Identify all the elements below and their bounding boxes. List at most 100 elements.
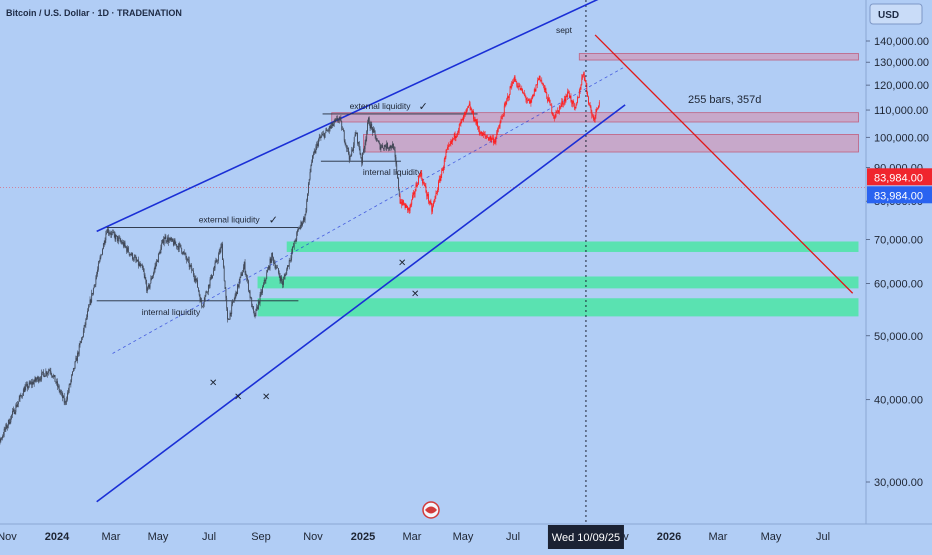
candle	[306, 200, 307, 211]
candle	[110, 234, 111, 235]
candle	[140, 265, 141, 266]
recent-candle	[571, 96, 572, 102]
candle	[193, 271, 194, 276]
candle	[343, 129, 344, 131]
candle	[233, 301, 234, 302]
recent-candle	[444, 159, 445, 167]
candle	[393, 144, 394, 149]
candle	[95, 278, 96, 285]
recent-candle	[404, 204, 405, 205]
candle	[40, 379, 41, 380]
recent-candle	[479, 129, 480, 133]
recent-candle	[582, 75, 583, 77]
candle	[191, 266, 192, 271]
candle	[24, 389, 25, 392]
recent-candle	[550, 100, 551, 105]
currency-button-label[interactable]: USD	[878, 10, 899, 21]
demand-zone-5[interactable]	[258, 276, 859, 288]
candle	[351, 150, 352, 156]
candle	[16, 405, 17, 407]
candle	[346, 145, 347, 149]
recent-candle	[508, 96, 509, 98]
recent-candle	[558, 110, 559, 112]
candle	[160, 247, 161, 253]
recent-candle	[461, 119, 462, 121]
candle	[101, 255, 102, 256]
recent-candle	[417, 185, 418, 186]
candle	[386, 147, 387, 149]
recent-candle	[510, 86, 511, 94]
candle	[382, 145, 383, 148]
liquidity-label-4: internal liquidity	[363, 167, 422, 177]
candle	[20, 395, 21, 399]
brand-logo[interactable]	[423, 502, 439, 518]
recent-candle	[465, 112, 466, 114]
recent-candle	[541, 80, 542, 81]
candle	[58, 386, 59, 387]
recent-candle	[446, 149, 447, 152]
candle	[396, 157, 397, 164]
candle	[195, 279, 196, 281]
candle	[122, 242, 123, 244]
recent-candle	[456, 135, 457, 136]
candle	[336, 119, 337, 121]
cross-mark-2: ✕	[234, 392, 242, 403]
recent-candle	[555, 117, 556, 118]
candle	[49, 371, 50, 372]
candle	[384, 145, 385, 148]
candle	[145, 279, 146, 283]
candle	[294, 241, 295, 246]
candle	[365, 143, 366, 149]
candle	[62, 393, 63, 398]
candle	[38, 377, 39, 382]
recent-candle	[455, 133, 456, 138]
candle	[19, 399, 20, 402]
currency-button[interactable]: USD	[870, 4, 922, 24]
candle	[156, 260, 157, 264]
candle	[257, 307, 258, 309]
candle	[172, 239, 173, 242]
candle	[75, 358, 76, 362]
candle	[349, 154, 350, 160]
recent-candle	[571, 102, 572, 105]
candle	[334, 121, 335, 124]
recent-candle	[549, 98, 550, 100]
recent-candle	[569, 93, 570, 97]
candle	[278, 268, 279, 273]
liquidity-label-2: internal liquidity	[142, 307, 201, 317]
candle	[381, 147, 382, 150]
supply-zone-1[interactable]	[579, 54, 858, 60]
demand-zone-4[interactable]	[287, 241, 859, 251]
candle	[282, 281, 283, 285]
candle	[103, 243, 104, 249]
recent-candle	[491, 139, 492, 141]
recent-candle	[423, 182, 424, 183]
candle	[18, 402, 19, 405]
candle	[158, 254, 159, 262]
candle	[42, 372, 43, 373]
candle	[387, 143, 388, 148]
candle	[255, 315, 256, 316]
candle	[170, 238, 171, 239]
candle	[131, 253, 132, 255]
candle	[135, 257, 136, 260]
x-tick-label: May	[761, 531, 782, 543]
recent-candle	[562, 101, 563, 104]
recent-candle	[477, 121, 478, 126]
candle	[72, 371, 73, 375]
recent-candle	[539, 76, 540, 79]
candle	[169, 240, 170, 243]
recent-candle	[526, 96, 527, 99]
candle	[310, 172, 311, 179]
x-tick-label: May	[148, 531, 169, 543]
candle	[120, 238, 121, 241]
candle	[313, 154, 314, 156]
candle	[383, 148, 384, 149]
price-axis[interactable]	[866, 0, 932, 524]
recent-candle	[516, 82, 517, 86]
candle	[323, 134, 324, 135]
supply-zone-3[interactable]	[363, 134, 858, 152]
recent-candle	[533, 95, 534, 96]
